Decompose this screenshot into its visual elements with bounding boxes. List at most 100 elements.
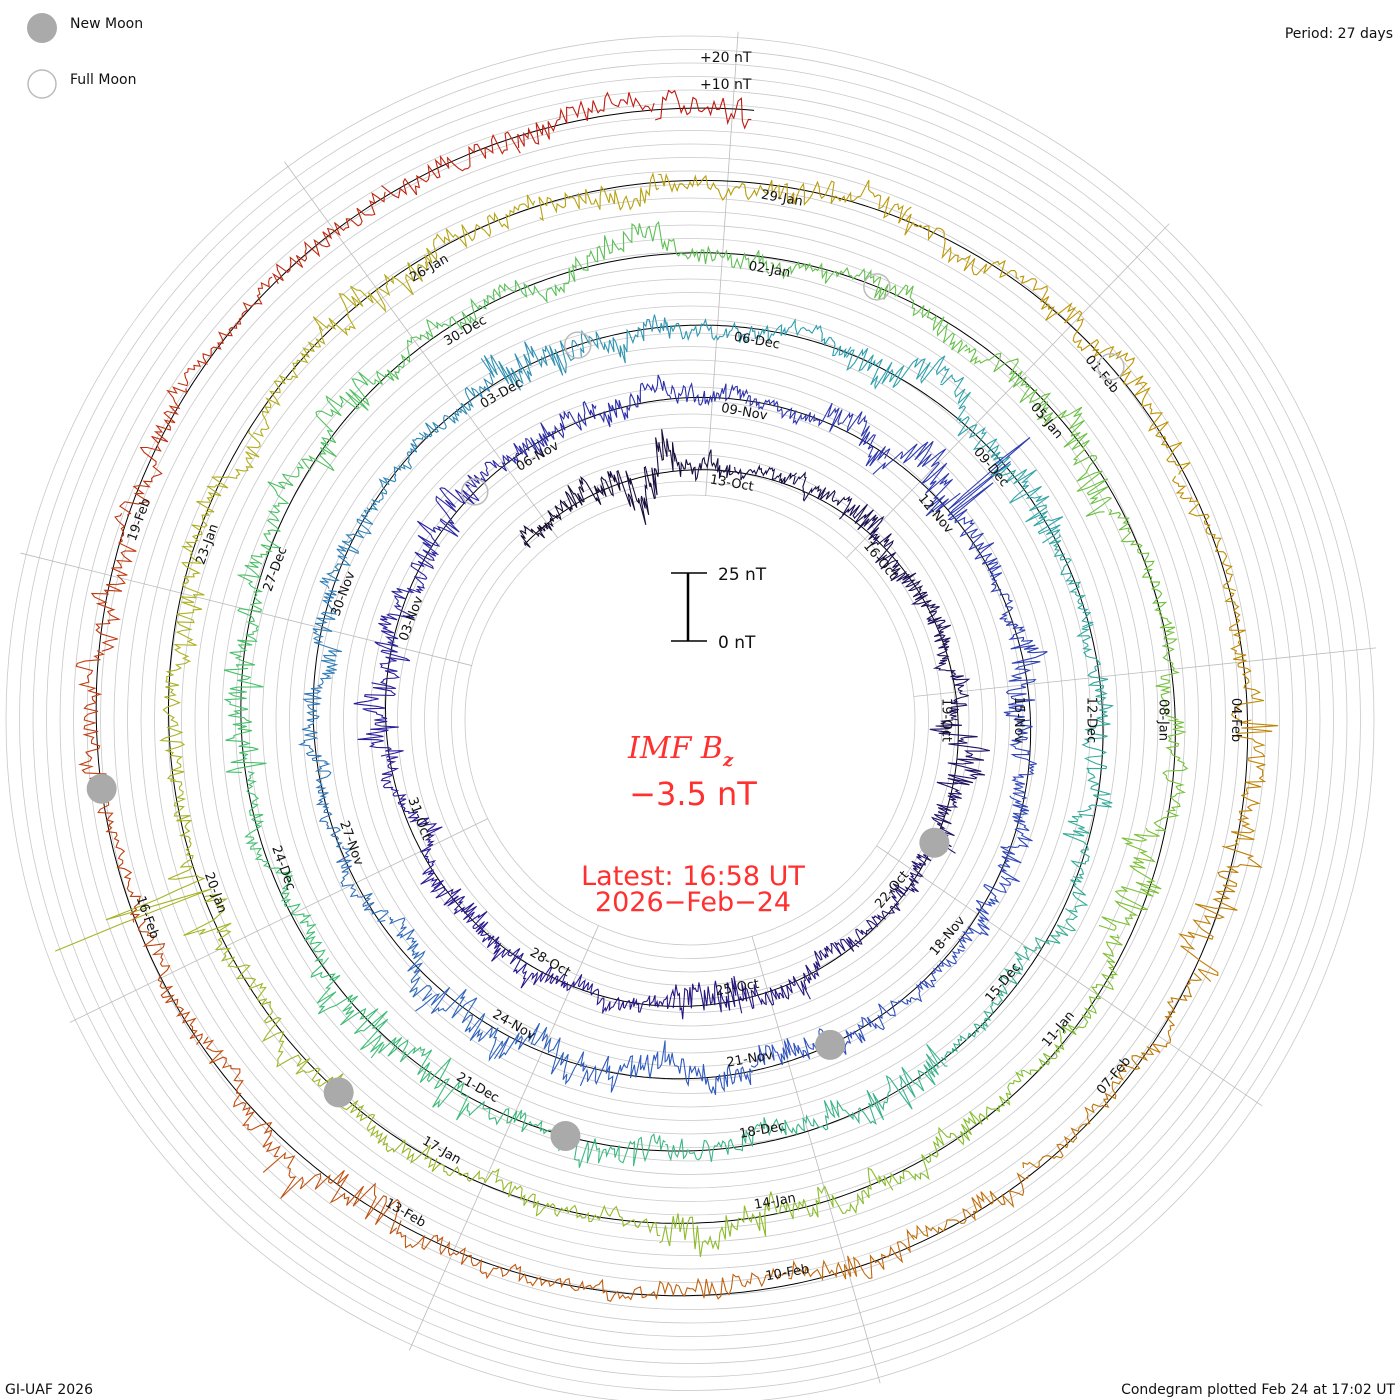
bz-trace-day-segment <box>183 893 267 1002</box>
bz-trace-day-segment <box>202 1036 282 1157</box>
bz-trace-day-segment <box>229 561 264 668</box>
bz-trace-day-segment <box>374 613 411 686</box>
bz-trace-day-segment <box>655 1267 788 1300</box>
bz-trace-day-segment <box>416 483 480 555</box>
date-label: 04-Feb <box>1228 698 1243 742</box>
bz-trace-day-segment <box>480 339 579 391</box>
date-label: 09-Nov <box>720 401 769 424</box>
bz-trace-day-segment <box>872 440 961 517</box>
bz-trace-day-segment <box>1076 623 1115 721</box>
grid-ring <box>5 35 1375 1400</box>
date-label: 22-Oct <box>872 868 912 911</box>
bz-trace-day-segment <box>559 220 664 294</box>
grid-ring <box>86 116 1294 1324</box>
bz-trace-day-segment <box>297 677 332 763</box>
grid-ring <box>275 305 1105 1135</box>
grid-ring <box>46 76 1334 1364</box>
bz-trace-day-segment <box>788 1228 915 1282</box>
bz-trace-day-segment <box>889 1111 988 1185</box>
bz-trace-day-segment <box>987 565 1026 642</box>
date-label: 08-Jan <box>1156 699 1171 741</box>
grid-ring <box>221 251 1159 1189</box>
bz-trace-day-segment <box>757 318 852 358</box>
bz-trace-day-segment <box>802 936 860 990</box>
grid-ring <box>127 157 1253 1283</box>
footer-credit: GI-UAF 2026 <box>5 1382 93 1398</box>
grid-ring <box>383 413 997 1027</box>
bz-trace-day-segment <box>990 456 1064 544</box>
bz-trace-day-segment <box>673 449 735 483</box>
grid-ring <box>235 265 1145 1175</box>
bz-trace-day-segment <box>300 371 374 472</box>
bz-trace-day-segment <box>1077 719 1113 813</box>
grid-ring <box>343 373 1037 1067</box>
bz-trace-day-segment <box>424 194 536 267</box>
date-label: 19-Oct <box>939 698 954 742</box>
radial-gridline <box>408 925 599 1351</box>
bz-trace-day-segment <box>391 549 439 619</box>
bz-trace-day-segment <box>380 754 421 822</box>
bz-trace-day-segment <box>75 650 107 789</box>
date-label: 18-Dec <box>738 1119 786 1142</box>
bz-trace-day-segment <box>538 172 660 222</box>
bz-trace-day-segment <box>857 1044 948 1125</box>
radial-gridlines <box>20 31 1377 1384</box>
grid-ring <box>397 427 983 1013</box>
bz-trace-day-segment <box>1171 475 1237 592</box>
bz-trace-day-segment <box>173 539 205 663</box>
date-label: 20-Jan <box>201 871 229 916</box>
bz-trace-day-segment <box>939 373 1004 461</box>
bz-trace-day-segment <box>669 1052 753 1096</box>
date-label: 28-Oct <box>527 945 573 980</box>
date-label: 14-Jan <box>753 1191 797 1213</box>
bz-trace-day-segment <box>415 987 504 1062</box>
new-moon-legend-icon <box>27 13 57 43</box>
bz-trace-day-segment <box>580 314 668 364</box>
date-label: 13-Feb <box>382 1196 428 1231</box>
bz-trace-day-segment <box>378 1036 470 1121</box>
bz-trace-day-segment <box>601 988 675 1014</box>
grid-ring <box>329 359 1051 1081</box>
bz-trace-day-segment <box>873 277 968 354</box>
bz-trace-day-segment <box>119 386 188 516</box>
bz-trace-day-segment <box>929 719 990 786</box>
scale-bar <box>671 572 707 642</box>
grid-ring <box>464 494 916 946</box>
bz-trace-day-segment <box>1153 719 1189 831</box>
bz-trace-day-segment <box>519 499 568 548</box>
bz-trace-day-segment <box>543 1202 661 1237</box>
bz-trace-day-segment <box>792 471 853 516</box>
bz-trace-day-segment <box>1061 934 1123 1036</box>
footer-plotted: Condegram plotted Feb 24 at 17:02 UT <box>1121 1382 1395 1398</box>
date-label: 06-Nov <box>514 438 562 474</box>
date-label: 12-Dec <box>1083 697 1098 743</box>
bz-trace-day-segment <box>997 795 1033 883</box>
bz-trace-day-segment <box>381 131 521 199</box>
bz-trace-day-segment <box>1113 972 1203 1081</box>
bz-trace-day-segment <box>1154 609 1180 721</box>
bz-trace-day-segment <box>418 372 494 440</box>
bz-trace-day-segment <box>818 402 891 467</box>
bz-trace-day-segment <box>431 1158 545 1217</box>
bz-trace-day-segment <box>523 1273 657 1302</box>
grid-ring <box>424 454 956 986</box>
bz-trace-day-segment <box>314 762 343 848</box>
grid-ring <box>181 211 1199 1229</box>
bz-trace-day-segment <box>1098 827 1162 932</box>
new-moon-marker <box>919 827 950 858</box>
grid-ring <box>437 467 943 973</box>
bz-trace-day-segment <box>1225 719 1279 848</box>
bz-trace-day-segment <box>253 326 326 437</box>
parameter-title: IMF Bz <box>627 731 734 771</box>
grid <box>5 35 1375 1400</box>
bz-trace-day-segment <box>373 315 463 385</box>
bz-trace-day-segment <box>1108 508 1168 611</box>
bz-trace-day-segment <box>1062 813 1095 913</box>
bz-trace-day-segment <box>911 1172 1030 1240</box>
bz-trace-day-segment <box>904 213 1019 280</box>
radial-gridline <box>913 647 1377 697</box>
date-label: 15-Dec <box>983 960 1024 1005</box>
bz-trace-day-segment <box>460 280 562 324</box>
bz-trace-day-segment <box>579 1040 671 1093</box>
bz-trace-day-segment <box>958 875 1012 950</box>
